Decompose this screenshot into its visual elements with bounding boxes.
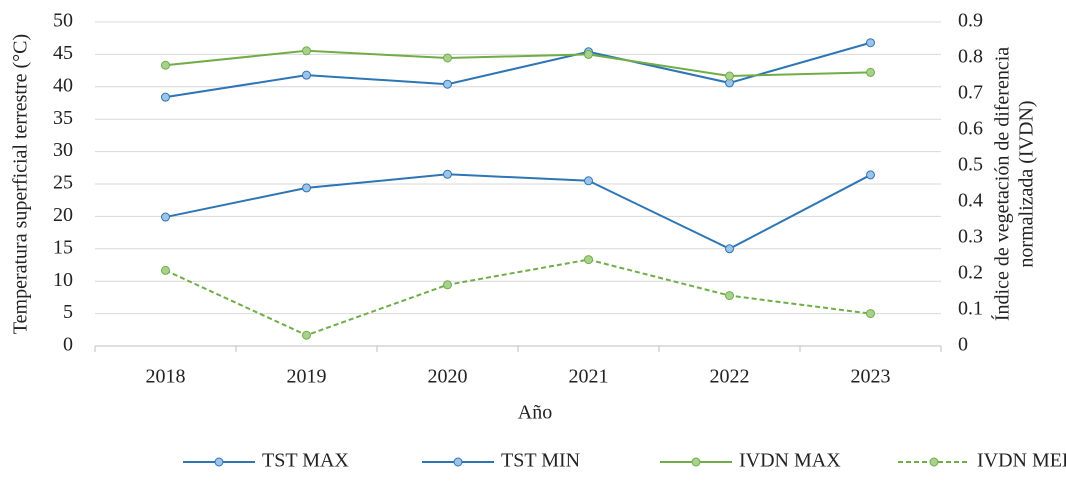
data-point: [443, 79, 452, 89]
y2-axis-label: normalizada (IVDN): [1016, 100, 1038, 267]
series-line: [165, 258, 871, 337]
data-point: [443, 280, 452, 290]
data-point: [161, 212, 170, 222]
data-point: [302, 330, 311, 340]
legend-label: TST MAX: [262, 450, 349, 472]
data-point: [584, 49, 593, 59]
data-point: [161, 92, 170, 102]
data-point: [866, 170, 875, 180]
y2-tick-label: 0.1: [958, 298, 983, 320]
x-axis-label: Año: [518, 402, 552, 424]
y2-tick-label: 0.8: [958, 46, 983, 68]
data-point: [725, 244, 734, 254]
y-tick-label: 50: [53, 10, 73, 32]
data-point: [302, 70, 311, 80]
data-point: [725, 71, 734, 81]
legend-marker: [453, 457, 463, 467]
y-tick-label: 35: [53, 107, 73, 129]
x-tick-label: 2021: [569, 366, 609, 388]
y2-tick-label: 0.2: [958, 262, 983, 284]
legend-marker: [929, 457, 939, 467]
legend-label: IVDN MED: [977, 450, 1066, 472]
y-tick-label: 30: [53, 139, 73, 161]
y-tick-label: 15: [53, 236, 73, 258]
y-tick-label: 5: [63, 301, 73, 323]
series-line: [165, 49, 871, 78]
legend-marker: [691, 457, 701, 467]
data-point: [302, 183, 311, 193]
y2-tick-label: 0.7: [958, 82, 983, 104]
y2-tick-label: 0.4: [958, 190, 983, 212]
data-point: [866, 38, 875, 48]
y-tick-label: 45: [53, 42, 73, 64]
y2-tick-label: 0.3: [958, 226, 983, 248]
series-line: [165, 173, 871, 250]
x-tick-label: 2018: [146, 366, 186, 388]
legend-marker: [214, 457, 224, 467]
data-point: [443, 169, 452, 179]
y-axis-label: Temperatura superficial terrestre (°C): [10, 34, 32, 334]
y-tick-label: 40: [53, 74, 73, 96]
y-tick-label: 25: [53, 172, 73, 194]
legend-label: TST MIN: [501, 450, 580, 472]
y2-axis-label: Índice de vegetación de diferencia: [991, 47, 1014, 321]
data-point: [161, 265, 170, 275]
y2-tick-label: 0.9: [958, 10, 983, 32]
data-point: [302, 46, 311, 56]
series-line: [165, 41, 871, 99]
x-tick-label: 2020: [428, 366, 468, 388]
data-point: [161, 60, 170, 70]
data-point: [443, 53, 452, 63]
y2-tick-label: 0.6: [958, 118, 983, 140]
x-tick-label: 2023: [851, 366, 891, 388]
data-point: [725, 291, 734, 301]
x-tick-label: 2019: [287, 366, 327, 388]
y-tick-label: 20: [53, 204, 73, 226]
x-tick-label: 2022: [710, 366, 750, 388]
data-point: [866, 67, 875, 77]
data-point: [584, 255, 593, 265]
y2-tick-label: 0: [958, 334, 968, 356]
legend-label: IVDN MAX: [739, 450, 841, 472]
data-point: [584, 176, 593, 186]
data-point: [866, 309, 875, 319]
y2-tick-label: 0.5: [958, 154, 983, 176]
y-tick-label: 0: [63, 334, 73, 356]
y-tick-label: 10: [53, 269, 73, 291]
